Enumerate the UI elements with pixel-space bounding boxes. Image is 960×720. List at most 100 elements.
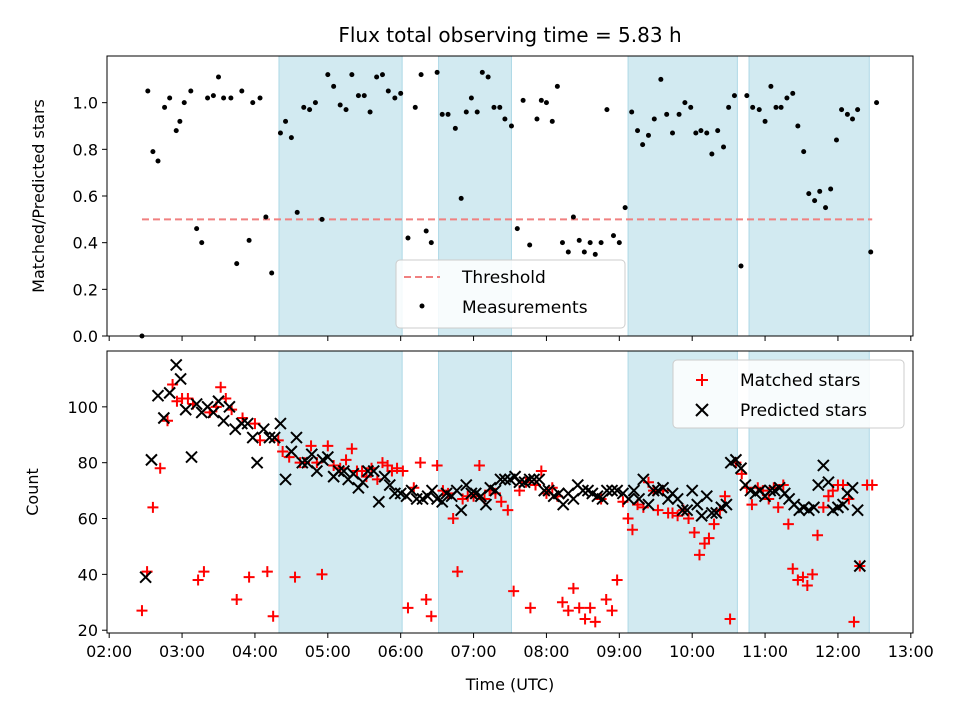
- predicted-star-point: [372, 495, 386, 508]
- measurement-point: [392, 95, 398, 101]
- measurement-point: [367, 109, 373, 115]
- matched-star-point: [600, 593, 612, 605]
- predicted-star-point: [851, 503, 864, 517]
- predicted-star-point: [257, 422, 270, 436]
- measurements-legend-swatch: [419, 303, 425, 309]
- measurement-point: [658, 76, 664, 82]
- predicted-star-point: [671, 492, 684, 506]
- matched-star-point: [567, 582, 579, 594]
- measurement-point: [715, 128, 721, 134]
- measurement-point: [155, 158, 161, 164]
- matched-star-point: [817, 501, 829, 513]
- measurement-point: [412, 104, 418, 110]
- measurement-point: [301, 104, 307, 110]
- predicted-star-point: [479, 498, 493, 511]
- predicted-star-point: [378, 470, 391, 483]
- measurement-point: [868, 249, 874, 255]
- measurement-point: [325, 72, 331, 78]
- measurement-point: [445, 111, 451, 117]
- measurement-point: [199, 240, 205, 246]
- measurement-point: [762, 118, 768, 124]
- measurement-point: [576, 237, 582, 243]
- measurement-point: [850, 116, 856, 122]
- matched-star-point: [277, 446, 289, 458]
- matched-star-point: [688, 526, 700, 538]
- measurement-point: [294, 209, 300, 215]
- predicted-star-point: [190, 397, 203, 411]
- matched-star-point: [584, 602, 596, 614]
- predicted-star-point: [250, 456, 264, 469]
- measurements-legend-label: Measurements: [462, 298, 588, 318]
- predicted-star-point: [337, 464, 351, 478]
- measurement-point: [514, 226, 520, 232]
- matched-star-point: [495, 496, 507, 508]
- measurement-point: [801, 149, 807, 155]
- matched-star-point: [693, 549, 705, 561]
- matched-star-point: [382, 459, 394, 471]
- predicted-star-point: [817, 459, 830, 472]
- x-tick-label: 02:00: [86, 642, 132, 661]
- count-panel-y-label: Count: [23, 468, 42, 516]
- measurement-point: [439, 111, 445, 117]
- matched-star-point: [231, 593, 243, 605]
- matched-star-point: [167, 379, 179, 391]
- predicted-star-point: [853, 559, 867, 573]
- predicted-star-point: [246, 431, 259, 444]
- matched-star-point: [626, 524, 638, 536]
- measurement-point: [693, 130, 699, 136]
- measurement-point: [812, 198, 818, 204]
- measurement-point: [806, 191, 812, 197]
- measurement-point: [828, 186, 834, 192]
- predicted-star-point: [763, 484, 777, 497]
- measurement-point: [250, 100, 256, 106]
- measurement-point: [307, 107, 313, 113]
- matched-star-point: [562, 605, 574, 617]
- predicted-star-point: [656, 481, 670, 495]
- measurement-point: [622, 205, 628, 211]
- measurement-point: [670, 130, 676, 136]
- predicted-star-point: [290, 431, 303, 444]
- shaded-interval: [278, 350, 403, 634]
- measurement-point: [839, 107, 845, 113]
- matched-star-point: [147, 501, 159, 513]
- x-tick-label: 12:00: [815, 642, 861, 661]
- matched-star-point: [508, 585, 520, 597]
- measurement-point: [682, 100, 688, 106]
- measurement-point: [162, 104, 168, 110]
- measurement-point: [418, 72, 424, 78]
- matched-star-point: [787, 563, 799, 575]
- predicted-star-point: [170, 358, 183, 372]
- predicted-star-point: [734, 462, 748, 475]
- predicted-star-point: [647, 484, 660, 497]
- measurement-point: [773, 104, 779, 110]
- predicted-star-point: [279, 473, 292, 486]
- measurement-point: [559, 240, 565, 246]
- measurement-point: [750, 104, 756, 110]
- predicted-star-point: [145, 453, 158, 467]
- measurement-point: [398, 90, 404, 96]
- predicted-star-point: [532, 473, 546, 486]
- measurement-point: [604, 107, 610, 113]
- y-tick-label: 0.0: [73, 327, 98, 346]
- measurement-point: [361, 93, 367, 99]
- matched-stars-legend-swatch: [696, 374, 708, 386]
- predicted-star-point: [274, 417, 287, 430]
- predicted-star-point: [310, 464, 324, 478]
- matched-star-point: [724, 613, 736, 625]
- predicted-star-point: [465, 487, 478, 500]
- matched-star-point: [346, 443, 358, 455]
- matched-star-point: [198, 566, 210, 578]
- matched-star-point: [420, 593, 432, 605]
- predicted-star-point: [513, 476, 526, 489]
- measurement-point: [721, 144, 727, 150]
- y-tick-label: 0.4: [73, 234, 98, 253]
- count-panel-x-ticks: 02:00 03:00 04:00 05:00 06:00 07:00 08:00 09:00…: [86, 633, 934, 661]
- measurement-point: [629, 109, 635, 115]
- measurement-point: [269, 270, 275, 276]
- threshold-legend-label: Threshold: [461, 268, 546, 288]
- matched-star-point: [611, 574, 623, 586]
- predicted-star-point: [217, 414, 230, 428]
- measurement-point: [508, 123, 514, 129]
- matched-star-point: [812, 529, 824, 541]
- measurement-point: [664, 111, 670, 117]
